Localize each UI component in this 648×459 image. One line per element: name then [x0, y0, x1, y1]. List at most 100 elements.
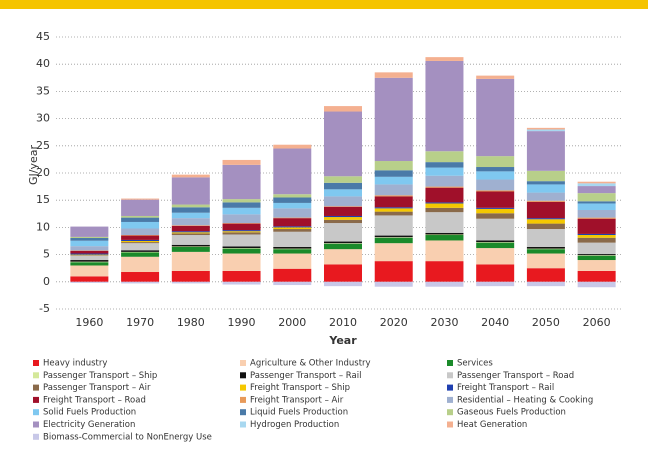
- bar-segment: [476, 179, 515, 191]
- legend-swatch: [33, 396, 39, 403]
- bar-segment: [222, 230, 261, 232]
- bar-segment: [324, 223, 362, 242]
- bar-segment: [374, 261, 413, 282]
- bar-segment: [273, 231, 312, 247]
- bar-segment: [222, 248, 261, 254]
- bar-segment: [425, 162, 464, 168]
- bar-segment: [171, 270, 210, 282]
- bar-segment: [476, 281, 515, 287]
- legend-swatch: [33, 360, 39, 366]
- bar-segment: [324, 189, 362, 197]
- bar-segment: [425, 187, 464, 203]
- x-tick-label: 1980: [177, 316, 205, 329]
- bar-segment: [70, 254, 109, 256]
- bar-segment: [324, 217, 362, 220]
- bar-segment: [425, 186, 464, 188]
- bar-segment: [577, 193, 616, 202]
- legend-label: Residential – Heating & Cooking: [457, 395, 593, 405]
- bar-segment: [577, 254, 616, 256]
- bar-segment: [425, 203, 464, 208]
- bar-segment: [121, 272, 160, 282]
- y-tick-label: 0: [43, 275, 50, 288]
- bar-segment: [222, 207, 261, 215]
- bar-segment: [70, 250, 109, 254]
- bar-segment: [425, 281, 464, 287]
- bar-segment: [526, 219, 565, 224]
- bar-segment: [374, 281, 413, 287]
- bar-segment: [577, 233, 616, 236]
- bar-segment: [374, 72, 413, 78]
- bar-segment: [121, 215, 160, 218]
- legend-label: Services: [457, 359, 493, 369]
- bar-segment: [425, 234, 464, 236]
- legend-swatch: [447, 421, 453, 428]
- bar-segment: [171, 244, 210, 247]
- bar-segment: [222, 223, 261, 231]
- bar-segment: [222, 232, 261, 235]
- bar-segment: [324, 281, 362, 287]
- bar-segment: [273, 229, 312, 232]
- bar-segment: [577, 242, 616, 255]
- bar-segment: [121, 243, 160, 251]
- bar-segment: [425, 60, 464, 152]
- bar-segment: [273, 194, 312, 198]
- bar-segment: [476, 264, 515, 282]
- y-tick-label: 45: [36, 30, 50, 43]
- bar-segment: [476, 218, 515, 241]
- legend-swatch: [33, 421, 39, 428]
- bar-segment: [577, 260, 616, 271]
- bar-segment: [222, 199, 261, 203]
- x-tick-label: 1970: [126, 316, 154, 329]
- bar-segment: [476, 213, 515, 219]
- legend-label: Liquid Fuels Production: [250, 408, 348, 418]
- bar-segment: [324, 249, 362, 265]
- bar-segment: [425, 202, 464, 204]
- bar-segment: [171, 204, 210, 208]
- y-tick-label: 10: [36, 220, 50, 233]
- bar-segment: [476, 240, 515, 243]
- bar-segment: [273, 202, 312, 209]
- x-tick-label: 1960: [75, 316, 103, 329]
- bar-segment: [121, 251, 160, 253]
- bar-segment: [374, 176, 413, 185]
- bar-segment: [526, 200, 565, 202]
- bar-segment: [70, 246, 109, 251]
- bar-segment: [171, 225, 210, 226]
- bar-segment: [273, 208, 312, 218]
- bar-segment: [577, 209, 616, 218]
- legend-label: Hydrogen Production: [250, 420, 339, 430]
- bar-segment: [70, 255, 109, 261]
- bar-segment: [425, 235, 464, 241]
- bar-segment: [70, 238, 109, 241]
- bar-segment: [374, 161, 413, 171]
- y-tick-label: 40: [36, 57, 50, 70]
- bar-segment: [476, 248, 515, 265]
- bar-segment: [324, 206, 362, 207]
- bar-segment: [171, 231, 210, 233]
- x-tick-label: 2050: [532, 316, 560, 329]
- bar-segment: [222, 223, 261, 224]
- bar-segment: [374, 196, 413, 208]
- legend-swatch: [447, 372, 453, 379]
- bar-segment: [70, 265, 109, 277]
- legend-swatch: [240, 396, 246, 403]
- bar-segment: [526, 249, 565, 254]
- bar-segment: [171, 212, 210, 219]
- bar-segment: [577, 237, 616, 243]
- bar-segment: [121, 221, 160, 229]
- bar-segment: [171, 232, 210, 234]
- bar-segment: [476, 208, 515, 214]
- bar-segment: [70, 240, 109, 247]
- bar-segment: [526, 253, 565, 269]
- bar-segment: [273, 227, 312, 230]
- bar-segment: [374, 243, 413, 262]
- bar-segment: [324, 111, 362, 177]
- bar-segment: [324, 215, 362, 218]
- bar-segment: [222, 231, 261, 233]
- legend-swatch: [447, 360, 453, 366]
- bar-segment: [121, 281, 160, 284]
- legend-label: Freight Transport – Air: [250, 395, 344, 405]
- bar-segment: [273, 148, 312, 195]
- bar-segment: [171, 251, 210, 271]
